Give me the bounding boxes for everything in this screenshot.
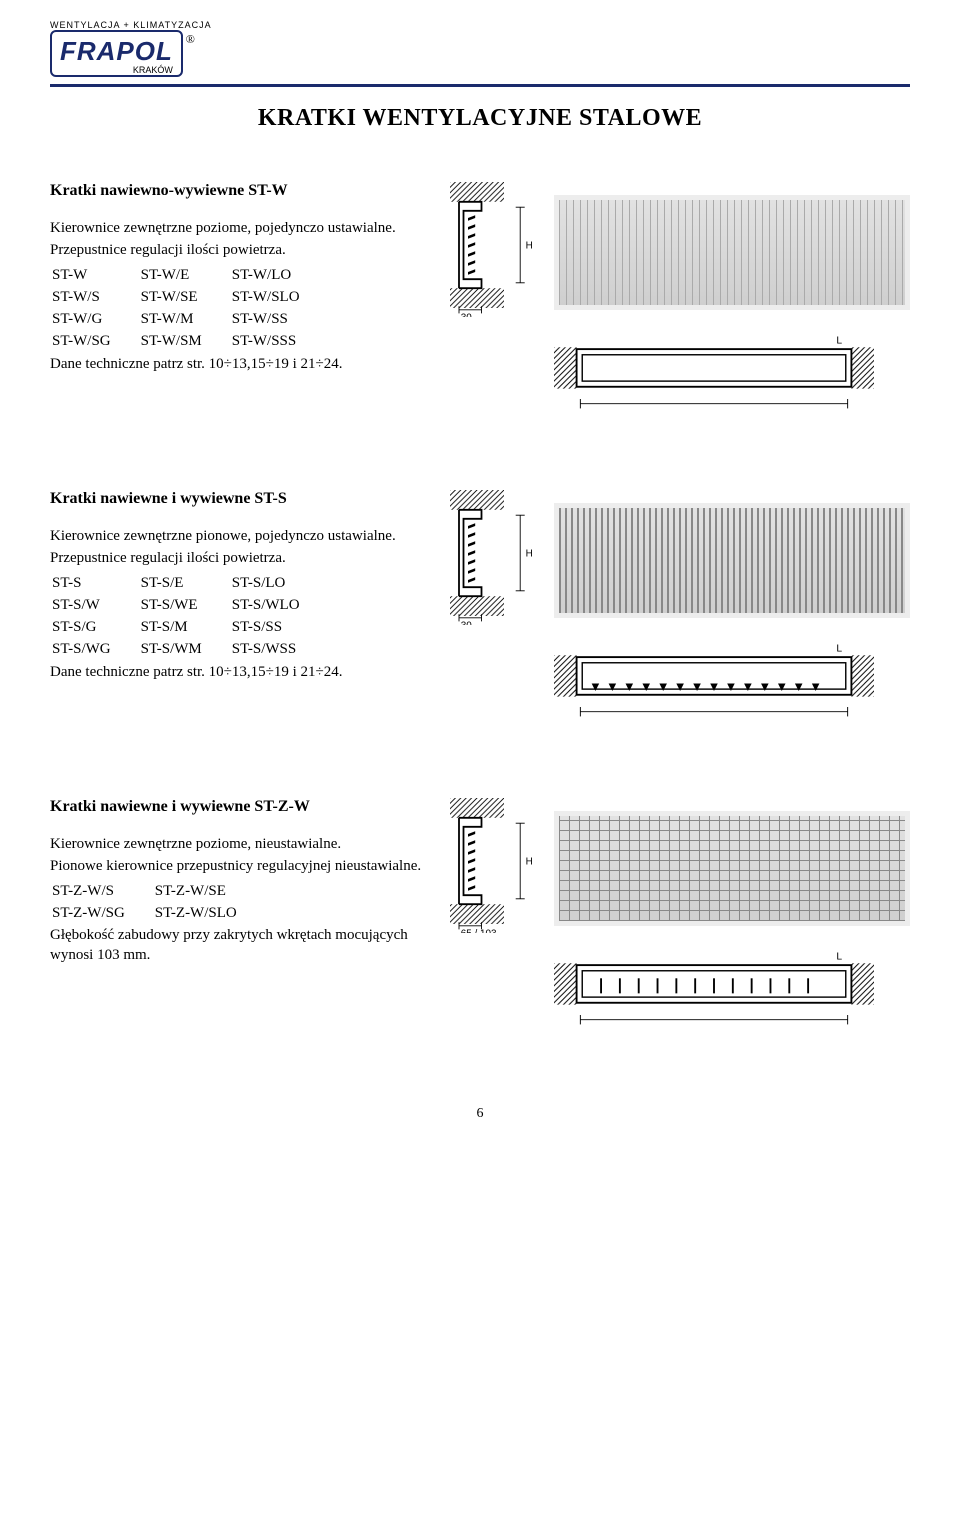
model-code: ST-S/G xyxy=(52,617,139,637)
tech-reference: Dane techniczne patrz str. 10÷13,15÷19 i… xyxy=(50,662,430,682)
registered-mark: ® xyxy=(186,32,195,47)
model-code: ST-W/SE xyxy=(141,287,230,307)
logo-brand: FRAPOL xyxy=(60,36,173,67)
model-code: ST-S/M xyxy=(141,617,230,637)
front-view-diagram: L xyxy=(554,946,874,1036)
model-code: ST-S/WLO xyxy=(232,595,328,615)
model-code: ST-S/LO xyxy=(232,573,328,593)
model-code: ST-S/SS xyxy=(232,617,328,637)
model-code: ST-W/SS xyxy=(232,309,328,329)
svg-text:H: H xyxy=(526,241,533,252)
model-code: ST-Z-W/SLO xyxy=(155,903,265,923)
logo-tagline: WENTYLACJA + KLIMATYZACJA xyxy=(50,20,212,30)
build-depth-note: Głębokość zabudowy przy zakrytych wkręta… xyxy=(50,925,430,966)
model-code: ST-Z-W/SG xyxy=(52,903,153,923)
model-code: ST-W/SG xyxy=(52,331,139,351)
model-code: ST-W/G xyxy=(52,309,139,329)
model-table: ST-SST-S/EST-S/LOST-S/WST-S/WEST-S/WLOST… xyxy=(50,571,330,662)
product-section: Kratki nawiewne i wywiewne ST-Z-W Kierow… xyxy=(50,798,910,1036)
model-code: ST-W/SSS xyxy=(232,331,328,351)
model-code: ST-Z-W/SE xyxy=(155,881,265,901)
product-section: Kratki nawiewne i wywiewne ST-S Kierowni… xyxy=(50,490,910,728)
model-code: ST-W xyxy=(52,265,139,285)
model-table: ST-Z-W/SST-Z-W/SEST-Z-W/SGST-Z-W/SLO xyxy=(50,879,267,926)
section-heading: Kratki nawiewne i wywiewne ST-Z-W xyxy=(50,798,430,816)
side-view-diagram: H 65 / 103 xyxy=(450,798,540,933)
product-photo xyxy=(554,503,910,618)
svg-text:65 / 103: 65 / 103 xyxy=(461,929,497,933)
svg-text:L: L xyxy=(836,335,842,346)
model-code: ST-W/S xyxy=(52,287,139,307)
product-photo xyxy=(554,195,910,310)
product-photo xyxy=(554,811,910,926)
section-description: Kierownice zewnętrzne poziome, nieustawi… xyxy=(50,834,430,854)
header: WENTYLACJA + KLIMATYZACJA ® FRAPOL KRAKÓ… xyxy=(50,20,910,87)
svg-text:30: 30 xyxy=(461,313,472,317)
product-section: Kratki nawiewno-wywiewne ST-W Kierownice… xyxy=(50,182,910,420)
model-code: ST-S xyxy=(52,573,139,593)
model-code: ST-W/E xyxy=(141,265,230,285)
section-heading: Kratki nawiewno-wywiewne ST-W xyxy=(50,182,430,200)
model-code: ST-S/WG xyxy=(52,639,139,659)
section-description: Przepustnice regulacji ilości powietrza. xyxy=(50,548,430,568)
model-code: ST-S/E xyxy=(141,573,230,593)
page-title: KRATKI WENTYLACYJNE STALOWE xyxy=(50,105,910,132)
tech-reference: Dane techniczne patrz str. 10÷13,15÷19 i… xyxy=(50,354,430,374)
model-code: ST-W/M xyxy=(141,309,230,329)
front-view-diagram: L xyxy=(554,330,874,420)
section-heading: Kratki nawiewne i wywiewne ST-S xyxy=(50,490,430,508)
logo: WENTYLACJA + KLIMATYZACJA ® FRAPOL KRAKÓ… xyxy=(50,20,212,78)
model-code: ST-W/SM xyxy=(141,331,230,351)
page-number: 6 xyxy=(50,1106,910,1122)
model-code: ST-Z-W/S xyxy=(52,881,153,901)
section-description: Kierownice zewnętrzne poziome, pojedyncz… xyxy=(50,218,430,238)
svg-text:L: L xyxy=(836,643,842,654)
front-view-diagram: L xyxy=(554,638,874,728)
model-code: ST-S/WE xyxy=(141,595,230,615)
svg-text:H: H xyxy=(526,857,533,868)
model-code: ST-S/WM xyxy=(141,639,230,659)
model-code: ST-W/LO xyxy=(232,265,328,285)
side-view-diagram: H 30 xyxy=(450,182,540,317)
section-description: Pionowe kierownice przepustnicy regulacy… xyxy=(50,856,430,876)
model-table: ST-WST-W/EST-W/LOST-W/SST-W/SEST-W/SLOST… xyxy=(50,263,330,354)
model-code: ST-S/W xyxy=(52,595,139,615)
svg-text:L: L xyxy=(836,951,842,962)
model-code: ST-W/SLO xyxy=(232,287,328,307)
section-description: Kierownice zewnętrzne pionowe, pojedyncz… xyxy=(50,526,430,546)
svg-text:30: 30 xyxy=(461,621,472,625)
model-code: ST-S/WSS xyxy=(232,639,328,659)
side-view-diagram: H 30 xyxy=(450,490,540,625)
section-description: Przepustnice regulacji ilości powietrza. xyxy=(50,240,430,260)
svg-text:H: H xyxy=(526,549,533,560)
